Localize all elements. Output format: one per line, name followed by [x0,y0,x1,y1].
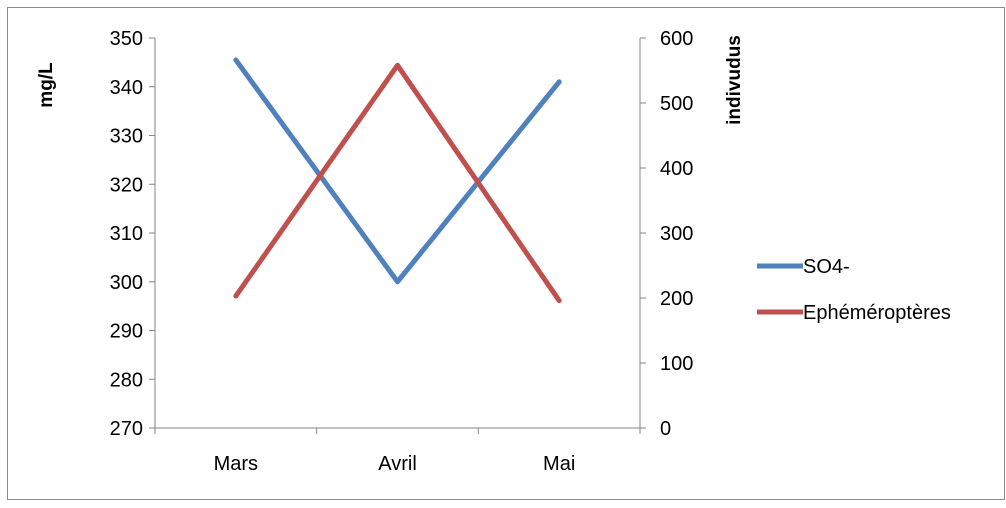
left-tick-label: 310 [110,223,143,245]
right-tick-label: 100 [660,353,693,375]
right-tick-label: 300 [660,223,693,245]
series-line-right [233,62,562,304]
left-tick-label: 270 [110,418,143,440]
x-tick-label: Mai [543,453,575,475]
legend: SO4- Ephéméroptères [757,256,951,324]
left-tick-label: 340 [110,77,143,99]
series-line-left [233,57,562,285]
right-tick-label: 400 [660,158,693,180]
left-tick-label: 290 [110,321,143,343]
x-tick-label: Avril [378,453,417,475]
left-tick-label: 300 [110,272,143,294]
right-axis-title: indivudus [724,35,745,125]
left-tick-label: 320 [110,174,143,196]
right-tick-label: 500 [660,93,693,115]
series-layer [233,57,562,304]
right-tick-label: 600 [660,28,693,50]
legend-label: Ephéméroptères [803,302,951,324]
right-tick-label: 0 [660,418,671,440]
left-tick-label: 330 [110,126,143,148]
left-axis-ticks: 270 280 290 300 310 320 330 340 350 [110,28,155,440]
chart-frame [7,7,1005,500]
left-tick-label: 280 [110,369,143,391]
x-axis-ticks: Mars Avril Mai [154,428,641,475]
left-tick-label: 350 [110,28,143,50]
left-axis-title: mg/L [36,62,57,108]
legend-label: SO4- [803,256,850,278]
x-tick-label: Mars [214,453,258,475]
right-tick-label: 200 [660,288,693,310]
right-axis-ticks: 0 100 200 300 400 500 600 [640,28,693,440]
